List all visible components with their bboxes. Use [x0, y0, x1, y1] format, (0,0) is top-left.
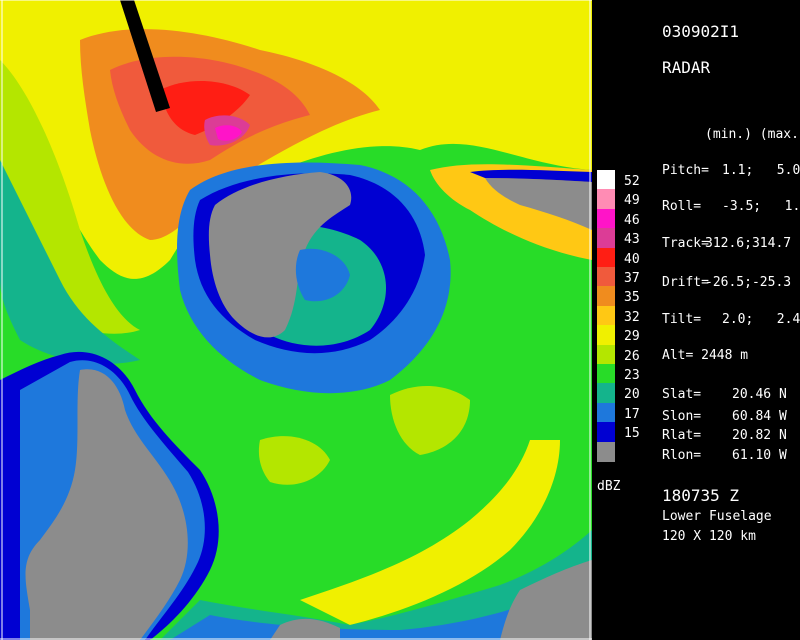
legend-swatch	[597, 247, 615, 268]
legend-swatch	[597, 267, 615, 287]
legend-value: 20	[624, 387, 640, 403]
legend-value: 17	[624, 406, 640, 422]
param-label: Drift=	[662, 275, 709, 290]
time-readout: 180735 Z	[662, 486, 740, 505]
legend-level: 37	[597, 267, 657, 290]
legend-value: 15	[624, 426, 640, 442]
param-label: Tilt=	[662, 312, 702, 327]
legend-swatch	[597, 402, 615, 423]
legend-swatch	[597, 286, 615, 307]
frame-ticks	[0, 0, 592, 640]
param-value: 1.1; 5.0	[722, 163, 800, 178]
no-echo-south	[270, 618, 340, 640]
legend-value: 32	[624, 309, 640, 325]
legend-level: 17	[597, 402, 657, 426]
position-label: Rlon=	[662, 448, 702, 463]
legend-value: 35	[624, 290, 640, 306]
legend-value: 23	[624, 368, 640, 383]
position-value: 20.46 N	[732, 387, 787, 402]
legend-value: 29	[624, 329, 640, 345]
legend-level: 35	[597, 286, 657, 309]
legend-swatch	[597, 208, 615, 229]
legend-swatch	[597, 228, 615, 249]
param-label: Pitch=	[662, 163, 709, 178]
south-edge-blue	[170, 570, 592, 640]
legend-swatch	[597, 383, 615, 404]
legend-value: 37	[624, 271, 640, 286]
south-edge-teal	[160, 530, 592, 640]
legend-level: 26	[597, 344, 657, 368]
param-value: -26.5;-25.3	[705, 275, 792, 290]
no-echo-southeast	[500, 560, 592, 640]
aircraft-blind-sector	[120, 0, 170, 112]
legend-swatch	[597, 325, 615, 346]
legend-swatch	[597, 189, 615, 210]
legend-value: 40	[624, 251, 640, 267]
param-value: 2.0; 2.4	[722, 312, 800, 327]
legend-swatch	[597, 364, 615, 384]
product-type: RADAR	[662, 58, 711, 77]
rain-band-south	[300, 440, 560, 625]
flight-id: 030902I1	[662, 22, 740, 41]
legend-swatch	[597, 305, 615, 326]
legend-value: 43	[624, 232, 640, 248]
legend-level: 46	[597, 208, 657, 232]
core-pink	[215, 125, 242, 141]
no-echo-northeast-edge	[470, 169, 592, 182]
legend-level: 29	[597, 325, 657, 348]
position-label: Rlat=	[662, 428, 702, 443]
rain-band-southwest-green	[258, 436, 330, 485]
legend-level: 49	[597, 189, 657, 212]
legend-swatch	[597, 170, 615, 190]
domain-size-label: 120 X 120 km	[662, 529, 756, 544]
altitude-readout: Alt= 2448 m	[662, 348, 749, 363]
position-value: 60.84 W	[732, 409, 787, 424]
legend-level: 15	[597, 422, 657, 445]
legend-level: 20	[597, 383, 657, 406]
param-value: 312.6;314.7	[705, 236, 792, 251]
param-label: Roll=	[662, 199, 702, 214]
antenna-label: Lower Fuselage	[662, 509, 772, 524]
eye-blue-patch	[295, 248, 350, 302]
legend-value: 46	[624, 212, 640, 228]
radar-reflectivity-image	[0, 0, 592, 640]
legend-value: 52	[624, 174, 640, 189]
position-label: Slon=	[662, 409, 702, 424]
legend-swatch	[597, 422, 615, 443]
legend-level: 52	[597, 170, 657, 193]
position-value: 20.82 N	[732, 428, 787, 443]
rain-band-south-green	[390, 385, 470, 455]
legend-unit-label: dBZ	[597, 479, 621, 494]
legend-level: 40	[597, 247, 657, 271]
legend-level: 32	[597, 305, 657, 329]
param-label: Track=	[662, 236, 709, 251]
legend-level: 23	[597, 364, 657, 387]
legend-value: 49	[624, 193, 640, 209]
range-header: (min.) (max.)	[705, 127, 800, 142]
eye-clear-gray	[208, 172, 352, 338]
position-label: Slat=	[662, 387, 702, 402]
legend-level	[597, 441, 657, 465]
core-red	[160, 80, 250, 135]
rain-band-west-teal	[0, 160, 140, 364]
legend-level: 43	[597, 228, 657, 251]
param-value: -3.5; 1.1	[722, 199, 800, 214]
legend-value: 26	[624, 348, 640, 364]
land-west	[25, 369, 188, 640]
position-value: 61.10 W	[732, 448, 787, 463]
legend-swatch	[597, 344, 615, 365]
legend-swatch	[597, 441, 615, 462]
no-echo-northeast	[485, 178, 592, 230]
